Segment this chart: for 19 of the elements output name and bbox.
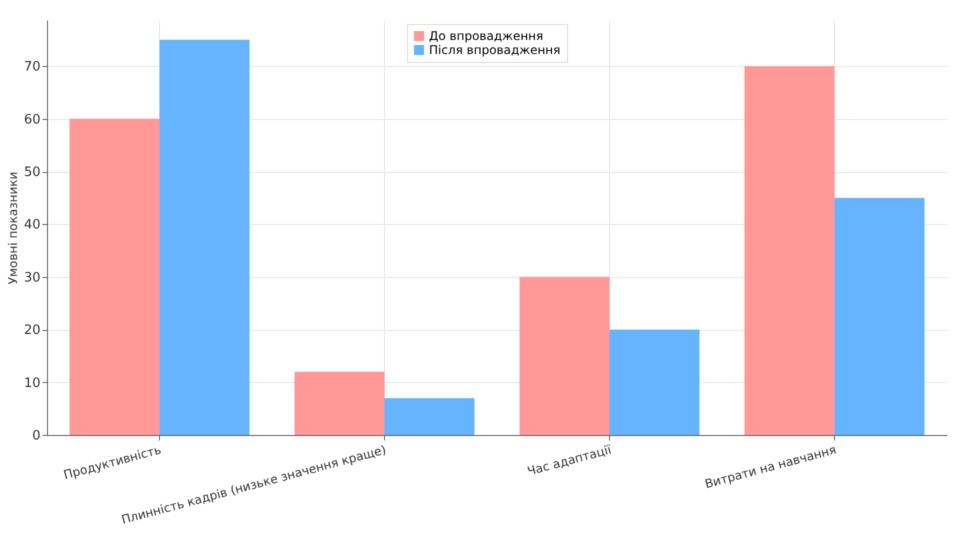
bar bbox=[70, 118, 160, 435]
y-tick-label: 70 bbox=[24, 60, 40, 75]
bar bbox=[610, 330, 700, 435]
bar bbox=[834, 198, 924, 435]
bar bbox=[744, 66, 834, 435]
y-tick-label: 60 bbox=[24, 112, 40, 128]
y-tick-label: 0 bbox=[32, 428, 40, 444]
y-axis-title: Умовні показники bbox=[6, 172, 20, 284]
y-tick-label: 30 bbox=[24, 270, 40, 286]
bar bbox=[160, 40, 250, 435]
y-tick-label: 10 bbox=[24, 376, 40, 391]
legend-label: До впровадження bbox=[429, 29, 544, 43]
bar bbox=[294, 372, 384, 435]
bar bbox=[520, 276, 610, 435]
y-tick-label: 50 bbox=[24, 165, 40, 180]
y-tick-label: 40 bbox=[24, 218, 40, 233]
y-tick-label: 20 bbox=[24, 323, 40, 338]
legend-label: Після впровадження bbox=[429, 43, 560, 57]
bar bbox=[384, 398, 474, 435]
